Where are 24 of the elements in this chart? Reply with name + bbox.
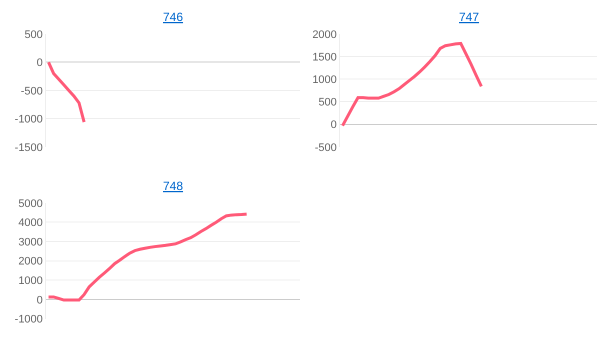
y-tick-label: -500 [20, 85, 43, 98]
y-tick-label: 0 [36, 294, 43, 306]
y-tick-label: -1000 [14, 114, 43, 126]
y-tick-label: 500 [24, 28, 43, 41]
y-tick-label: -500 [314, 142, 337, 154]
line-series [341, 42, 483, 128]
y-tick-label: 500 [318, 96, 337, 109]
y-tick-label: 1000 [18, 274, 43, 287]
chart-title: 746 [163, 10, 184, 24]
y-tick-label: 0 [36, 57, 43, 70]
y-tick-label: 2000 [18, 256, 43, 268]
y-tick-label: 2000 [312, 28, 337, 41]
y-tick-label: -1000 [14, 314, 43, 326]
chart-title: 748 [163, 179, 184, 193]
y-tick-label: -1500 [14, 142, 43, 154]
y-tick-label: 3000 [18, 236, 43, 248]
chart-title: 747 [459, 10, 480, 24]
y-tick-label: 5000 [18, 198, 43, 210]
y-tick-label: 4000 [18, 217, 43, 230]
y-tick-label: 0 [330, 119, 337, 132]
y-tick-label: 1000 [312, 74, 337, 86]
line-series [47, 60, 86, 124]
y-tick-label: 1500 [312, 51, 337, 64]
line-series [47, 212, 248, 302]
